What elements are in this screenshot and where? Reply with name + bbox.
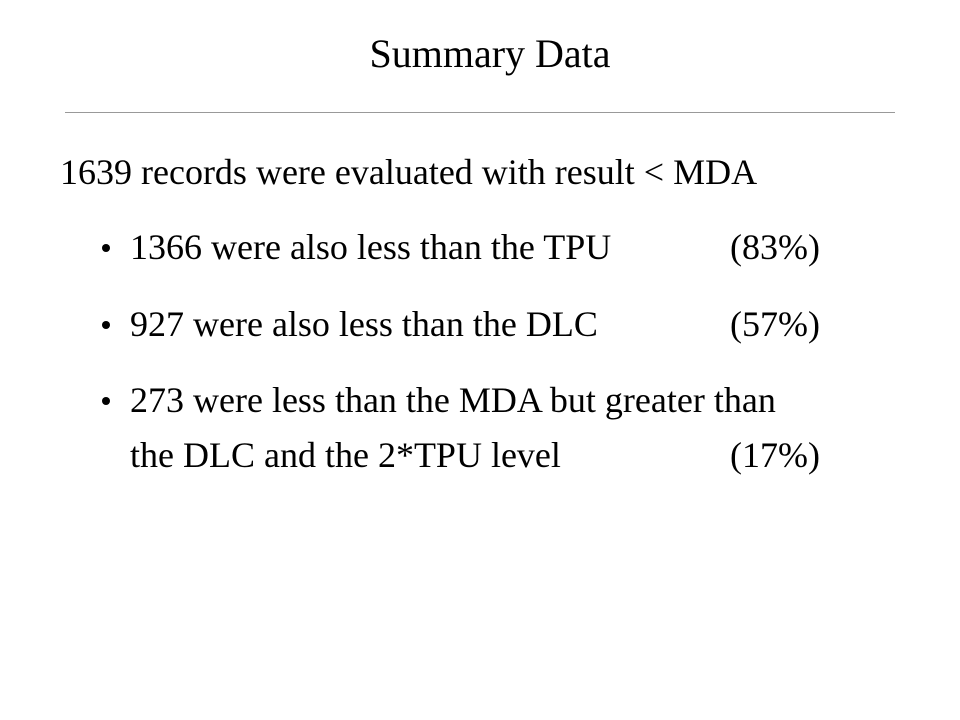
bullet-text: the DLC and the 2*TPU level [130,435,561,475]
bullet-percent: (57%) [730,304,820,344]
bullet-marker [102,244,110,252]
bullet-marker [102,321,110,329]
bullet-text: 273 were less than the MDA but greater t… [130,380,776,420]
bullet-marker [102,397,110,405]
bullet-text: 927 were also less than the DLC [130,304,598,344]
intro-text: 1639 records were evaluated with result … [60,152,758,192]
slide-title: Summary Data [369,31,611,76]
bullet-percent: (17%) [730,435,820,475]
bullet-percent: (83%) [730,227,820,267]
bullet-text: 1366 were also less than the TPU [130,227,612,267]
title-rule [65,112,895,113]
